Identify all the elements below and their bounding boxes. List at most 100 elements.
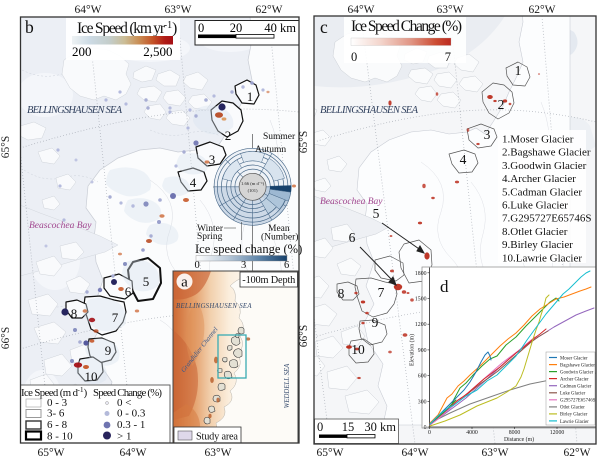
svg-text:30 km: 30 km xyxy=(364,420,396,434)
svg-text:6 - 8: 6 - 8 xyxy=(47,419,68,431)
svg-text:8: 8 xyxy=(338,286,345,301)
svg-text:600: 600 xyxy=(418,374,427,380)
svg-text:10.Lawrie Glacier: 10.Lawrie Glacier xyxy=(502,252,582,264)
svg-text:12000: 12000 xyxy=(550,430,565,436)
svg-text:64°W: 64°W xyxy=(348,4,375,16)
svg-text:0: 0 xyxy=(198,21,204,35)
svg-text:66°S: 66°S xyxy=(298,325,310,348)
svg-text:Moser Glacier: Moser Glacier xyxy=(560,356,588,361)
svg-text:0 - 0.3: 0 - 0.3 xyxy=(117,408,146,420)
svg-text:Otlet Glacier: Otlet Glacier xyxy=(560,406,585,411)
svg-text:Goodwin Glacier: Goodwin Glacier xyxy=(560,370,594,375)
svg-text:3: 3 xyxy=(209,152,216,167)
svg-text:65°S: 65°S xyxy=(0,136,12,159)
svg-text:5: 5 xyxy=(373,206,380,221)
svg-text:(Number): (Number) xyxy=(261,232,298,243)
svg-text:0.3 - 1: 0.3 - 1 xyxy=(117,419,145,431)
svg-text:-100m Depth: -100m Depth xyxy=(242,275,296,286)
svg-text:9: 9 xyxy=(105,343,112,358)
svg-text:Study area: Study area xyxy=(196,432,238,443)
svg-text:3.Goodwin Glacier: 3.Goodwin Glacier xyxy=(502,160,587,172)
svg-text:Speed Change (%): Speed Change (%) xyxy=(93,387,162,399)
svg-text:62°W: 62°W xyxy=(256,4,283,16)
svg-text:40 km: 40 km xyxy=(264,21,296,35)
svg-text:0 <: 0 < xyxy=(117,397,131,409)
svg-text:> 1: > 1 xyxy=(117,431,131,443)
svg-text:3: 3 xyxy=(484,127,491,142)
svg-text:2,500: 2,500 xyxy=(143,44,172,59)
svg-text:4000: 4000 xyxy=(466,430,478,436)
svg-text:64°W: 64°W xyxy=(120,447,147,457)
svg-text:BELLINGSHAUSEN SEA: BELLINGSHAUSEN SEA xyxy=(176,303,252,310)
svg-text:Winter: Winter xyxy=(197,224,224,234)
svg-text:0: 0 xyxy=(351,50,357,64)
svg-text:Lawrie Glacier: Lawrie Glacier xyxy=(560,420,589,425)
svg-text:63°W: 63°W xyxy=(437,4,464,16)
svg-text:8000: 8000 xyxy=(509,430,521,436)
svg-text:0 - 3: 0 - 3 xyxy=(47,397,68,409)
svg-text:3- 6: 3- 6 xyxy=(47,408,65,420)
svg-text:15: 15 xyxy=(342,420,355,434)
svg-text:Birley Glacier: Birley Glacier xyxy=(560,413,588,418)
svg-text:Archer Glacier: Archer Glacier xyxy=(560,377,589,382)
svg-text:G295727E65746S: G295727E65746S xyxy=(560,399,596,404)
svg-text:6: 6 xyxy=(349,230,356,245)
svg-text:Beascochea Bay: Beascochea Bay xyxy=(320,197,383,207)
svg-text:0: 0 xyxy=(195,260,200,271)
svg-text:7: 7 xyxy=(445,50,451,64)
svg-text:62°W: 62°W xyxy=(529,4,556,16)
svg-text:1.66 (m d⁻¹): 1.66 (m d⁻¹) xyxy=(241,181,265,186)
svg-text:10: 10 xyxy=(351,342,365,357)
svg-text:Autumn: Autumn xyxy=(255,145,286,155)
svg-text:20: 20 xyxy=(230,21,243,35)
svg-text:9: 9 xyxy=(372,315,379,330)
svg-text:6: 6 xyxy=(125,284,132,299)
svg-text:64°W: 64°W xyxy=(402,447,429,457)
svg-text:Ice Speed (km yr-1): Ice Speed (km yr-1) xyxy=(77,20,177,38)
svg-text:1: 1 xyxy=(247,89,254,104)
svg-text:4: 4 xyxy=(460,152,467,167)
svg-text:BELLINGSHAUSEN SEA: BELLINGSHAUSEN SEA xyxy=(320,105,419,116)
svg-text:200: 200 xyxy=(72,44,92,59)
svg-text:10: 10 xyxy=(85,369,98,384)
svg-text:62°W: 62°W xyxy=(564,447,591,457)
svg-text:5: 5 xyxy=(143,274,150,289)
svg-text:900: 900 xyxy=(418,348,427,354)
svg-text:65°S: 65°S xyxy=(298,131,310,154)
svg-text:63°W: 63°W xyxy=(165,4,192,16)
svg-text:7: 7 xyxy=(378,285,385,300)
svg-text:7: 7 xyxy=(112,310,119,325)
svg-text:Spring: Spring xyxy=(197,232,223,242)
svg-text:a: a xyxy=(181,275,188,291)
svg-text:2: 2 xyxy=(225,128,232,143)
svg-text:3: 3 xyxy=(241,260,246,271)
svg-text:BELLINGSHAUSEN SEA: BELLINGSHAUSEN SEA xyxy=(27,105,123,116)
svg-text:WEDDELL SEA: WEDDELL SEA xyxy=(284,363,291,408)
svg-text:Beascochea Bay: Beascochea Bay xyxy=(29,221,92,231)
svg-text:2: 2 xyxy=(498,97,505,112)
svg-text:d: d xyxy=(440,277,449,296)
svg-text:4: 4 xyxy=(190,175,197,190)
svg-text:7.G295727E65746S: 7.G295727E65746S xyxy=(502,213,592,225)
svg-text:64°W: 64°W xyxy=(75,4,102,16)
svg-text:Ice Speed (m d-1): Ice Speed (m d-1) xyxy=(21,385,88,400)
svg-text:1.Moser Glacier: 1.Moser Glacier xyxy=(502,134,574,146)
svg-text:2.Bagshawe Glacier: 2.Bagshawe Glacier xyxy=(502,147,591,159)
svg-text:6.Luke Glacier: 6.Luke Glacier xyxy=(502,200,568,212)
svg-text:Summer: Summer xyxy=(263,132,296,142)
svg-text:1800: 1800 xyxy=(415,271,427,277)
svg-text:9.Birley Glacier: 9.Birley Glacier xyxy=(502,239,573,251)
svg-text:0: 0 xyxy=(317,420,323,434)
svg-text:66°S: 66°S xyxy=(0,327,12,350)
svg-text:b: b xyxy=(25,17,34,37)
svg-text:65°W: 65°W xyxy=(317,447,344,457)
svg-text:Bagshawe Glacier: Bagshawe Glacier xyxy=(560,363,595,368)
svg-text:0: 0 xyxy=(428,430,431,436)
svg-text:8: 8 xyxy=(71,306,78,321)
svg-text:Elevation (m): Elevation (m) xyxy=(409,334,416,366)
svg-text:Distance (m): Distance (m) xyxy=(504,436,534,443)
svg-text:8 - 10: 8 - 10 xyxy=(47,431,73,443)
svg-text:Ice Speed Change (%): Ice Speed Change (%) xyxy=(351,18,462,35)
svg-text:(101): (101) xyxy=(248,188,258,193)
svg-text:8.Otlet Glacier: 8.Otlet Glacier xyxy=(502,226,568,238)
